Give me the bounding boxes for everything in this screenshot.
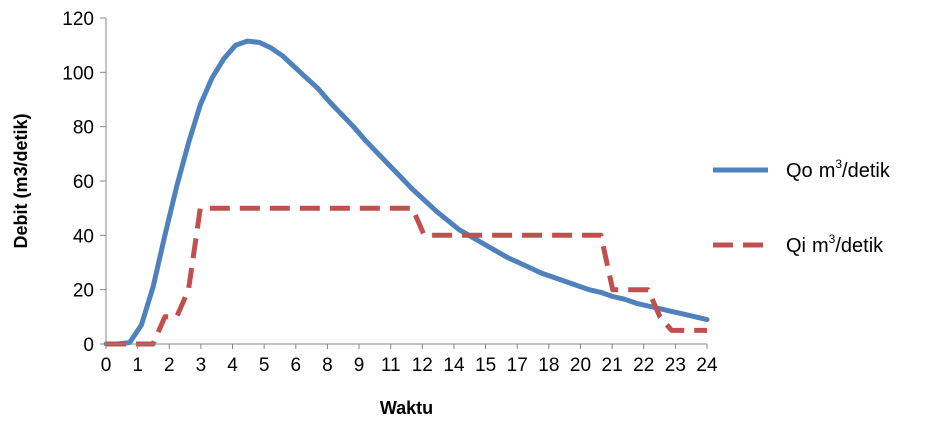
y-tick-label: 80 bbox=[73, 118, 94, 139]
legend-suffix: /detik bbox=[835, 235, 884, 257]
x-tick-label: 20 bbox=[570, 355, 591, 376]
y-tick-label: 120 bbox=[62, 9, 94, 30]
x-tick-label: 0 bbox=[101, 355, 112, 376]
x-tick-label: 8 bbox=[322, 355, 333, 376]
legend-superscript: 3 bbox=[835, 157, 842, 171]
legend-series-name: Qi bbox=[786, 235, 806, 257]
x-tick-label: 24 bbox=[696, 355, 718, 376]
x-tick-label: 5 bbox=[259, 355, 270, 376]
legend-suffix: /detik bbox=[842, 160, 891, 182]
x-tick-label: 22 bbox=[633, 355, 654, 376]
x-tick-label: 6 bbox=[291, 355, 302, 376]
x-tick-label: 14 bbox=[443, 355, 465, 376]
y-tick-label: 0 bbox=[83, 335, 94, 356]
series-line-qo bbox=[103, 38, 710, 347]
x-tick-label: 4 bbox=[227, 355, 238, 376]
x-tick-label: 17 bbox=[507, 355, 528, 376]
legend-unit: m bbox=[812, 235, 829, 257]
legend-label-qi: Qi m3/detik bbox=[786, 232, 884, 257]
y-axis-title: Debit (m3/detik) bbox=[11, 113, 31, 248]
y-tick-label: 100 bbox=[62, 63, 94, 84]
legend-series-name: Qo bbox=[786, 160, 813, 182]
y-tick-label: 20 bbox=[73, 281, 94, 302]
series-line-qi bbox=[106, 205, 707, 347]
x-tick-label: 21 bbox=[602, 355, 623, 376]
x-axis-ticks: 0 1 2 3 4 5 6 8 9 11 12 14 15 17 18 20 21 22 23 24 bbox=[101, 344, 718, 376]
x-tick-label: 11 bbox=[381, 355, 401, 376]
y-tick-label: 40 bbox=[73, 226, 94, 247]
legend-unit: m bbox=[819, 160, 836, 182]
x-tick-label: 18 bbox=[538, 355, 559, 376]
legend-label-qo: Qo m3/detik bbox=[786, 157, 891, 182]
x-tick-label: 23 bbox=[665, 355, 686, 376]
x-tick-label: 2 bbox=[164, 355, 175, 376]
y-axis-ticks: 0 20 40 60 80 100 120 bbox=[62, 9, 106, 356]
x-tick-label: 9 bbox=[354, 355, 365, 376]
x-tick-label: 15 bbox=[475, 355, 496, 376]
plot-lines bbox=[103, 38, 710, 347]
x-tick-label: 12 bbox=[412, 355, 433, 376]
x-axis-title: Waktu bbox=[380, 398, 433, 418]
legend-superscript: 3 bbox=[829, 232, 836, 246]
x-tick-label: 3 bbox=[196, 355, 207, 376]
x-tick-label: 1 bbox=[132, 355, 143, 376]
y-tick-label: 60 bbox=[73, 172, 94, 193]
